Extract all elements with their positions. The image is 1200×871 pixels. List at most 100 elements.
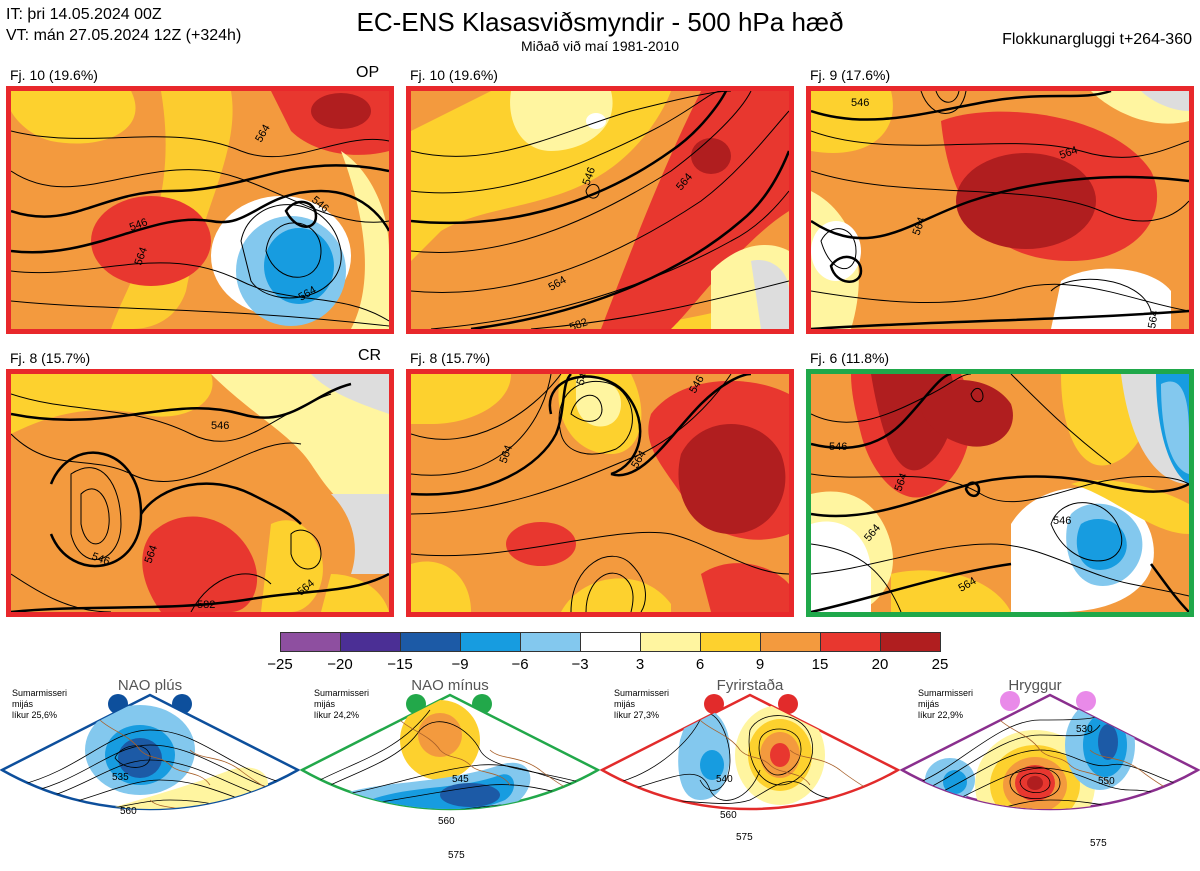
colorbar-cell: [400, 632, 461, 652]
colorbar-cell: [640, 632, 701, 652]
regime-marker-dot: [778, 694, 798, 714]
panel-3-label: Fj. 9 (17.6%): [810, 67, 891, 83]
colorbar-tick: −9: [451, 656, 469, 673]
regime-note: Sumarmisseri mijás líkur 25,6%: [12, 688, 67, 721]
contour-label: 575: [736, 832, 753, 843]
page-title: EC-ENS Klasasviðsmyndir - 500 hPa hæð: [356, 7, 844, 37]
anomaly-map-2: 546 564 564 582: [411, 91, 789, 329]
contour-label: 564: [143, 544, 161, 565]
contour-label: 564: [498, 444, 516, 465]
contour-label: 575: [448, 850, 465, 861]
anomaly-map-5: 564 564 546 546: [411, 374, 789, 612]
regime-note: Sumarmisseri mijás líkur 22,9%: [918, 688, 973, 721]
map-panel-4[interactable]: 546 546 564 564 582: [6, 369, 394, 617]
contour-label: 530: [1076, 724, 1093, 735]
contour-label: 546: [211, 420, 229, 432]
contour-label: 546: [90, 551, 111, 569]
regime-note-line: mijás: [614, 699, 636, 709]
regime-map-blocking[interactable]: 540 560 575: [600, 690, 900, 871]
classification-window: Flokkunargluggi t+264-360: [1002, 31, 1192, 48]
colorbar-tick: 3: [635, 656, 645, 673]
regime-title-nao-minus: NAO mínus: [411, 677, 489, 694]
map-panel-1[interactable]: 564 546 546 564 564: [6, 86, 394, 334]
colorbar-cell: [340, 632, 401, 652]
regime-map-ridge[interactable]: 530 550 575: [900, 690, 1200, 871]
regime-title-nao-plus: NAO plús: [117, 677, 183, 694]
colorbar-tick: −15: [387, 656, 413, 673]
regime-note: Sumarmisseri mijás líkur 24,2%: [314, 688, 369, 721]
issue-time: IT: þri 14.05.2024 00Z: [6, 6, 162, 23]
colorbar-tick: 9: [755, 656, 765, 673]
panel-4-label: Fj. 8 (15.7%): [10, 350, 91, 366]
regime-note-line: mijás: [918, 699, 940, 709]
contour-label: 550: [1098, 776, 1115, 787]
colorbar-tick: 6: [695, 656, 705, 673]
regime-probability: líkur 22,9%: [918, 710, 964, 720]
colorbar-cell: [700, 632, 761, 652]
anomaly-map-3: 564 564 546 564: [811, 91, 1189, 329]
regime-marker-dot: [1000, 691, 1020, 711]
contour-label: 582: [197, 599, 215, 611]
contour-label: 564: [911, 216, 929, 237]
contour-label: 546: [581, 166, 599, 187]
panel-1-label: Fj. 10 (19.6%): [10, 67, 98, 83]
regime-marker-dot: [1076, 691, 1096, 711]
regime-note-line: Sumarmisseri: [314, 688, 370, 698]
regime-marker-dot: [704, 694, 724, 714]
regime-probability: líkur 25,6%: [12, 710, 58, 720]
regime-note-line: Sumarmisseri: [918, 688, 974, 698]
panel-2-label: Fj. 10 (19.6%): [410, 67, 498, 83]
map-panel-6[interactable]: 546 564 564 546 564: [806, 369, 1194, 617]
contour-label: 546: [128, 216, 149, 234]
colorbar-cell: [880, 632, 941, 652]
colorbar-tick: −6: [511, 656, 529, 673]
panel-1-tag: OP: [356, 64, 380, 81]
regime-map-nao-minus[interactable]: 545 560 575: [300, 690, 600, 871]
contour-label: 546: [851, 97, 869, 109]
regime-probability: líkur 27,3%: [614, 710, 660, 720]
contour-label: 540: [716, 774, 733, 785]
regime-note: Sumarmisseri mijás líkur 27,3%: [614, 688, 669, 721]
contour-label: 564: [1146, 309, 1161, 329]
colorbar-cell: [520, 632, 581, 652]
regime-title-ridge: Hryggur: [1008, 677, 1062, 694]
contour-label: 564: [893, 472, 911, 493]
colorbar-tick: −25: [267, 656, 293, 673]
colorbar-cell: [580, 632, 641, 652]
valid-time: VT: mán 27.05.2024 12Z (+324h): [6, 27, 242, 44]
regime-map-nao-plus[interactable]: 535 560: [0, 690, 300, 871]
panel-4-tag: CR: [358, 347, 382, 364]
colorbar-cell: [280, 632, 341, 652]
anomaly-map-6: 546 564 564 546 564: [811, 374, 1189, 612]
regime-title-blocking: Fyrirstaða: [716, 677, 784, 694]
colorbar-tick: 25: [931, 656, 949, 673]
regime-note-line: Sumarmisseri: [614, 688, 670, 698]
contour-label: 535: [112, 772, 129, 783]
colorbar-cell: [760, 632, 821, 652]
panel-5-label: Fj. 8 (15.7%): [410, 350, 491, 366]
contour-label: 545: [452, 774, 469, 785]
contour-label: 575: [1090, 838, 1107, 849]
contour-label: 564: [133, 246, 151, 267]
regime-probability: líkur 24,2%: [314, 710, 360, 720]
contour-label: 546: [829, 441, 847, 453]
contour-label: 560: [720, 810, 737, 821]
regime-note-line: mijás: [12, 699, 34, 709]
contour-label: 560: [438, 816, 455, 827]
colorbar-tick: −20: [327, 656, 353, 673]
contour-label: 546: [1053, 515, 1071, 527]
colorbar-cell: [460, 632, 521, 652]
regime-note-line: mijás: [314, 699, 336, 709]
anomaly-map-4: 546 546 564 564 582: [11, 374, 389, 612]
colorbar-tick: −3: [571, 656, 589, 673]
map-panel-3[interactable]: 564 564 546 564: [806, 86, 1194, 334]
map-panel-5[interactable]: 564 564 546 546: [406, 369, 794, 617]
colorbar-tick: 20: [871, 656, 889, 673]
map-panel-2[interactable]: 546 564 564 582: [406, 86, 794, 334]
contour-label: 564: [1058, 144, 1079, 162]
header-info: IT: þri 14.05.2024 00Z VT: mán 27.05.202…: [6, 4, 241, 46]
regime-note-line: Sumarmisseri: [12, 688, 68, 698]
contour-label: 560: [120, 806, 137, 817]
page-subtitle: Miðað við maí 1981-2010: [521, 38, 679, 54]
panel-6-label: Fj. 6 (11.8%): [810, 350, 890, 366]
